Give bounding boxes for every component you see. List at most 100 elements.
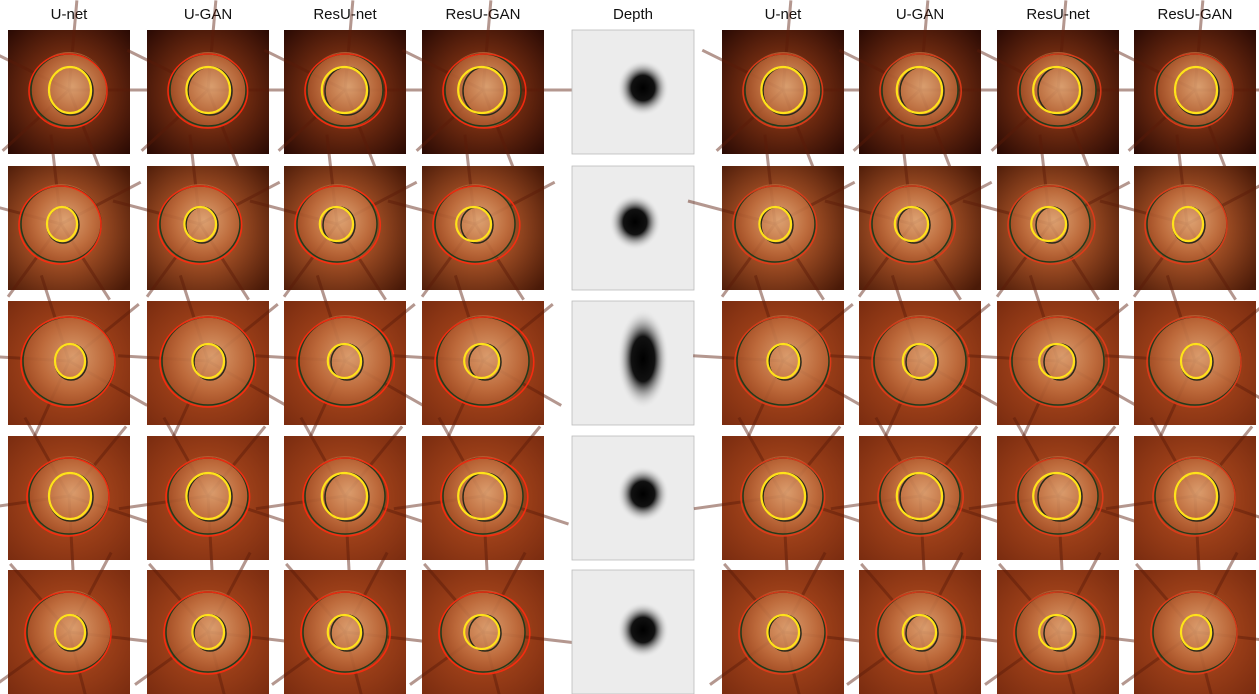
- cup-prediction: [766, 613, 801, 651]
- cup-prediction: [463, 342, 501, 380]
- fundus-image: [838, 0, 1010, 175]
- optic-disc: [878, 590, 962, 674]
- disc-prediction: [1152, 457, 1236, 537]
- cup-prediction: [760, 471, 807, 521]
- cup-prediction: [1030, 205, 1068, 243]
- disc-prediction: [302, 457, 389, 537]
- optic-disc: [23, 315, 115, 407]
- optic-disc: [1012, 315, 1104, 407]
- fundus-image: [1105, 274, 1259, 444]
- disc-prediction: [1150, 591, 1238, 675]
- optic-disc: [1147, 184, 1227, 264]
- fundus-image: [830, 416, 1006, 586]
- fundus-image: [255, 274, 424, 444]
- optic-disc: [1153, 590, 1237, 674]
- depth-blob: [617, 602, 669, 658]
- disc-prediction: [440, 457, 529, 537]
- depth-map: [571, 569, 695, 694]
- disc-prediction: [1009, 316, 1110, 408]
- disc-prediction: [294, 185, 381, 265]
- disc-prediction: [1007, 185, 1096, 265]
- optic-disc: [305, 456, 385, 536]
- column-header: U-net: [51, 6, 89, 23]
- fundus-image: [701, 0, 873, 175]
- cup-prediction: [1173, 471, 1219, 521]
- depth-map: [571, 300, 695, 426]
- disc-prediction: [740, 457, 826, 537]
- optic-disc: [435, 184, 515, 264]
- optic-disc: [874, 315, 966, 407]
- column-header: U-net: [765, 6, 803, 23]
- fundus-image: [112, 134, 281, 301]
- fundus-image: [126, 0, 298, 175]
- cup-prediction: [183, 205, 218, 243]
- optic-disc: [1155, 456, 1235, 536]
- cup-prediction: [901, 342, 938, 380]
- fundus-image: [134, 551, 298, 694]
- disc-prediction: [1154, 53, 1234, 129]
- optic-disc: [743, 456, 823, 536]
- fundus-image: [824, 134, 993, 301]
- fundus-image: [984, 551, 1148, 694]
- disc-prediction: [438, 591, 531, 675]
- column-header: ResU-GAN: [1157, 6, 1232, 23]
- fundus-image: [709, 551, 873, 694]
- optic-disc: [29, 456, 109, 536]
- disc-prediction: [738, 591, 828, 675]
- fundus-image: [263, 0, 435, 175]
- optic-disc: [27, 590, 111, 674]
- fundus-image: [687, 134, 856, 301]
- disc-prediction: [20, 316, 116, 408]
- fundus-image: [387, 134, 556, 301]
- column-header: Depth: [613, 6, 653, 23]
- disc-prediction: [871, 316, 970, 408]
- cup-prediction: [1038, 342, 1076, 380]
- fundus-image: [693, 416, 869, 586]
- disc-prediction: [304, 53, 387, 129]
- disc-prediction: [26, 457, 110, 537]
- fundus-image: [962, 134, 1131, 301]
- fundus-image: [1105, 416, 1259, 586]
- depth-map: [571, 165, 695, 291]
- cup-prediction: [893, 205, 930, 243]
- optic-disc: [741, 590, 825, 674]
- fundus-image: [271, 551, 435, 694]
- disc-prediction: [734, 316, 832, 408]
- fundus-image: [846, 551, 1010, 694]
- optic-disc: [1010, 184, 1090, 264]
- disc-prediction: [157, 185, 243, 265]
- depth-background: [571, 165, 695, 291]
- fundus-image: [968, 274, 1137, 444]
- disc-prediction: [167, 53, 249, 129]
- depth-blob: [617, 466, 669, 522]
- cup-prediction: [1179, 342, 1213, 380]
- optic-disc: [162, 315, 254, 407]
- cup-prediction: [318, 205, 355, 243]
- column-header: ResU-net: [1026, 6, 1090, 23]
- cup-prediction: [766, 342, 801, 380]
- disc-prediction: [879, 53, 962, 129]
- optic-disc: [1016, 590, 1100, 674]
- disc-prediction: [875, 591, 966, 675]
- optic-disc: [166, 590, 250, 674]
- optic-disc: [297, 184, 377, 264]
- disc-prediction: [877, 457, 964, 537]
- cup-prediction: [53, 613, 87, 651]
- cup-prediction: [455, 205, 493, 243]
- fundus-image: [249, 134, 418, 301]
- disc-prediction: [28, 53, 108, 129]
- cup-prediction: [53, 342, 87, 380]
- optic-disc: [170, 52, 246, 128]
- optic-disc: [160, 184, 240, 264]
- optic-disc: [1018, 456, 1098, 536]
- cup-prediction: [758, 205, 793, 243]
- cup-prediction: [463, 613, 501, 651]
- fundus-image: [1113, 0, 1259, 175]
- depth-map: [571, 29, 695, 155]
- cup-prediction: [1032, 471, 1082, 521]
- cup-prediction: [1173, 65, 1219, 115]
- column-header: U-GAN: [184, 6, 232, 23]
- disc-prediction: [165, 457, 251, 537]
- disc-prediction: [159, 316, 257, 408]
